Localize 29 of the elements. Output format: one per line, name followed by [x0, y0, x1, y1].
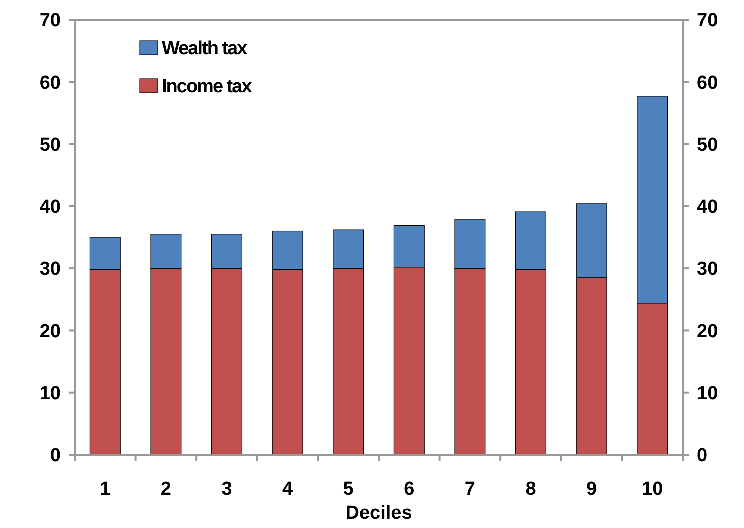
y2-tick-label: 30	[697, 259, 718, 280]
x-tick-label: 9	[586, 479, 598, 500]
y-tick-label: 40	[40, 197, 61, 218]
y2-tick-label: 70	[697, 10, 718, 32]
x-tick-label: 3	[222, 479, 232, 500]
y-tick-label: 30	[40, 259, 61, 280]
x-tick-label: 7	[464, 479, 476, 500]
x-tick-label: 4	[282, 479, 294, 500]
y-tick-label: 70	[40, 10, 61, 32]
legend-label: Wealth tax	[162, 38, 248, 60]
y2-tick-label: 0	[697, 446, 708, 467]
x-axis-title: Deciles	[346, 503, 412, 524]
x-tick-label: 5	[343, 479, 354, 500]
y2-tick-label: 10	[697, 384, 718, 405]
legend-label: Income tax	[162, 76, 253, 98]
y2-tick-label: 50	[697, 134, 718, 156]
y-tick-label: 0	[50, 446, 61, 467]
x-tick-label: 1	[100, 479, 112, 500]
y2-tick-label: 60	[697, 72, 718, 94]
x-tick-label: 6	[404, 479, 415, 500]
y2-tick-label: 40	[697, 197, 718, 218]
y-tick-label: 60	[40, 72, 61, 94]
x-tick-label: 10	[642, 479, 664, 500]
y-tick-label: 20	[40, 321, 61, 342]
x-tick-label: 2	[160, 479, 172, 500]
y-tick-label: 50	[40, 134, 61, 156]
y-tick-label: 10	[40, 384, 61, 405]
x-tick-label: 8	[526, 479, 536, 500]
y2-tick-label: 20	[697, 321, 718, 342]
